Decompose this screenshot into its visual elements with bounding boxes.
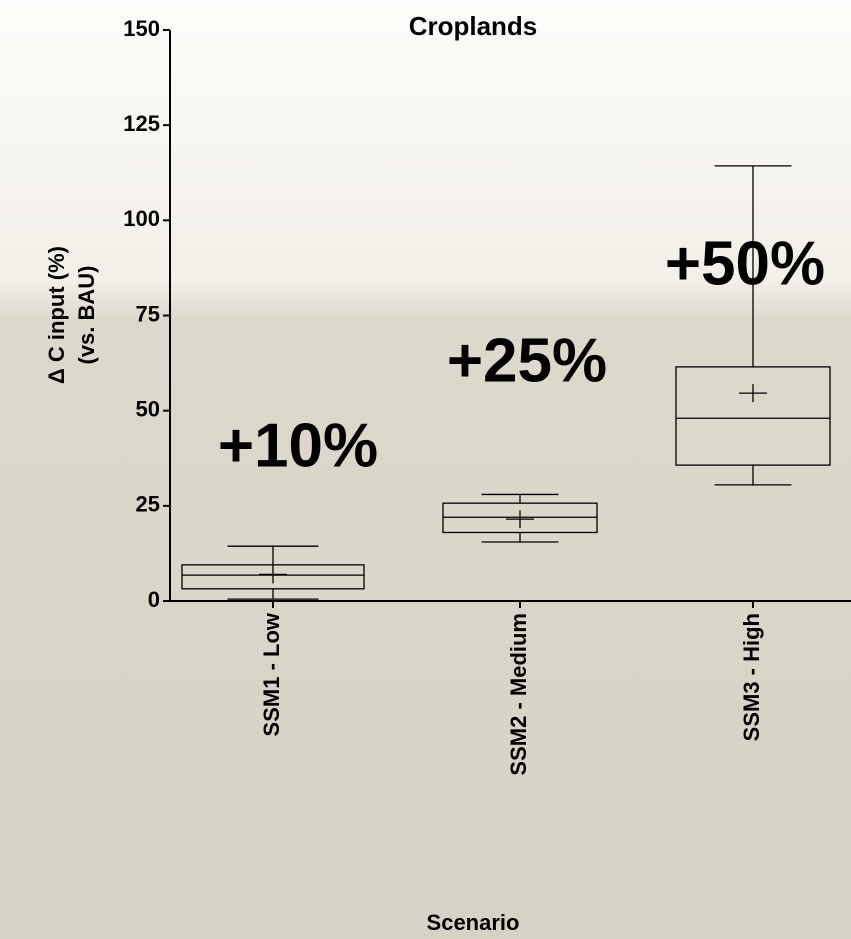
y-tick-label: 125 <box>123 111 160 136</box>
x-tick-label-group: SSM2 - Medium <box>506 613 531 776</box>
y-tick-label: 50 <box>136 396 160 421</box>
y-tick-label: 75 <box>136 301 160 326</box>
x-axis-label: Scenario <box>427 910 520 935</box>
y-tick-label: 100 <box>123 206 160 231</box>
y-label-line: (vs. BAU) <box>74 265 99 364</box>
mean-marker <box>739 384 767 403</box>
mean-marker <box>506 510 534 529</box>
x-tick-label: SSM2 - Medium <box>506 613 531 776</box>
x-tick-label-group: SSM3 - High <box>739 613 764 741</box>
annotation: +50% <box>665 229 825 298</box>
annotation: +25% <box>447 326 607 395</box>
annotation: +10% <box>218 411 378 480</box>
x-tick-label: SSM1 - Low <box>259 612 284 736</box>
chart-title: Croplands <box>409 11 538 41</box>
x-tick-label: SSM3 - High <box>739 613 764 741</box>
y-label-line: Δ C input (%) <box>44 246 69 384</box>
y-tick-label: 0 <box>148 587 160 612</box>
x-tick-label-group: SSM1 - Low <box>259 612 284 736</box>
y-axis-label: Δ C input (%) (vs. BAU) <box>44 246 99 384</box>
mean-marker <box>259 565 287 584</box>
y-tick-label: 150 <box>123 16 160 41</box>
box <box>181 564 365 590</box>
box <box>675 366 831 466</box>
y-tick-label: 25 <box>136 492 160 517</box>
